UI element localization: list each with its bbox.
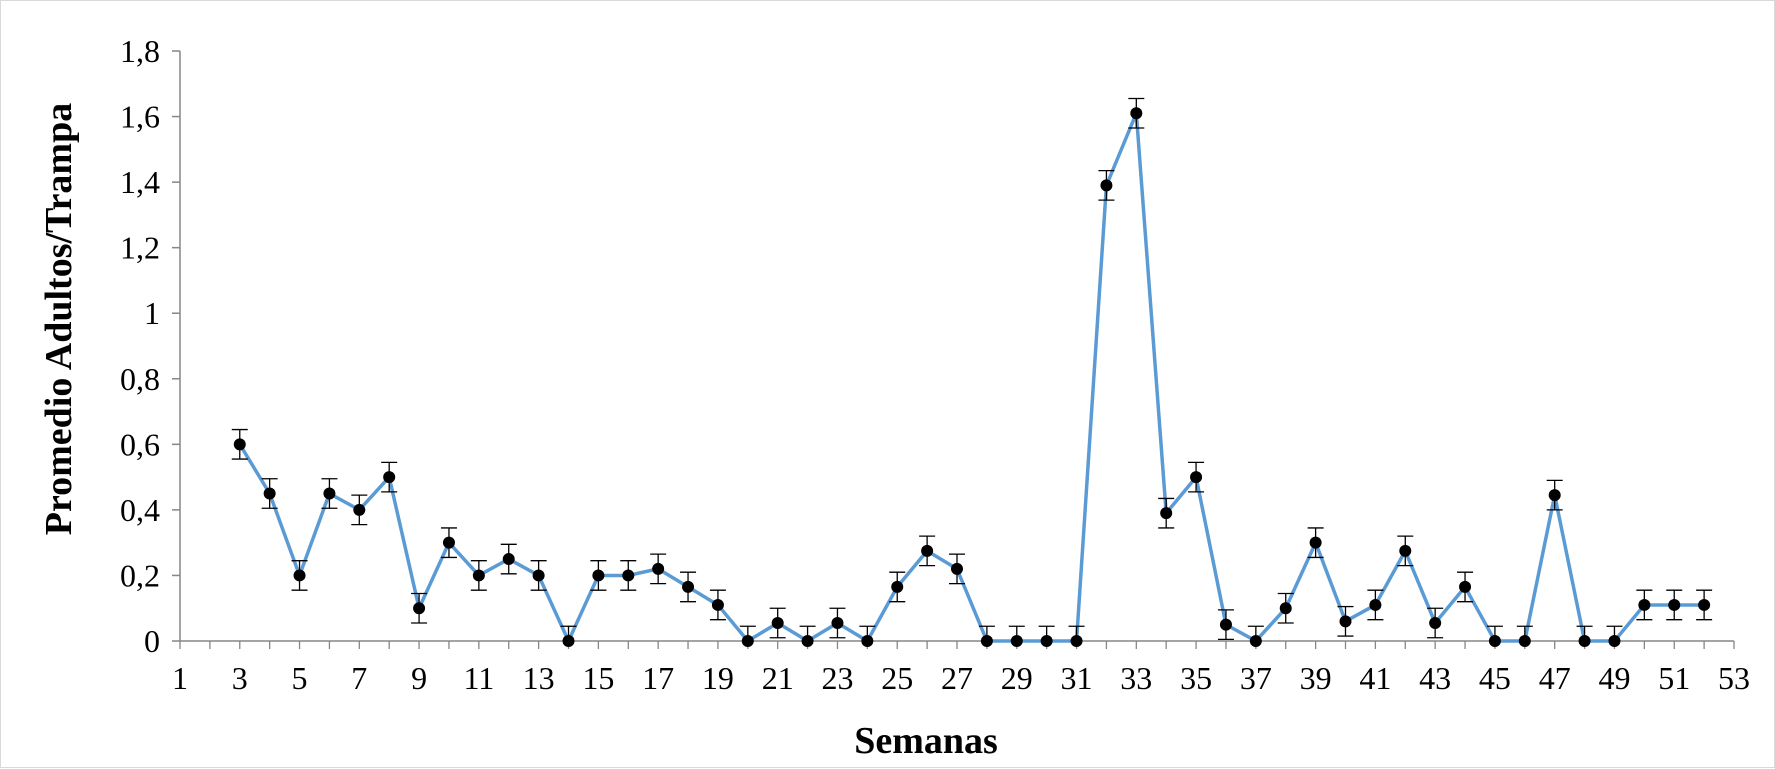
data-point	[293, 569, 306, 582]
data-point	[1488, 635, 1501, 647]
data-point	[1219, 618, 1232, 631]
data-point	[1279, 602, 1292, 615]
data-point	[1518, 635, 1531, 647]
x-tick-label: 13	[523, 660, 555, 696]
x-tick-label: 45	[1479, 660, 1511, 696]
data-point	[1668, 598, 1681, 611]
data-point	[472, 569, 485, 582]
x-tick-label: 5	[292, 660, 308, 696]
data-point	[1160, 507, 1173, 520]
x-tick-label: 31	[1061, 660, 1093, 696]
data-point	[1040, 635, 1053, 647]
x-tick-label: 19	[702, 660, 734, 696]
data-point	[323, 487, 336, 500]
x-tick-label: 23	[821, 660, 853, 696]
x-tick-label: 17	[642, 660, 674, 696]
y-tick-label: 0,8	[120, 361, 160, 397]
x-tick-label: 15	[582, 660, 614, 696]
x-axis-title: Semanas	[854, 720, 998, 762]
x-tick-label: 9	[411, 660, 427, 696]
data-point	[801, 635, 814, 647]
data-point	[771, 616, 784, 629]
y-tick-label: 1,4	[120, 164, 160, 200]
data-point	[562, 635, 575, 647]
data-point	[1309, 536, 1322, 549]
x-tick-label: 43	[1419, 660, 1451, 696]
data-point	[383, 471, 396, 484]
data-point	[1578, 635, 1591, 647]
data-point	[921, 544, 934, 557]
data-point	[622, 569, 635, 582]
x-tick-label: 49	[1598, 660, 1630, 696]
x-axis: 1 3 5 7 9 11 13 15 17 19 21 23 25 27 29 31 33 35 37 39 41 43 4…	[172, 640, 1750, 696]
data-point	[1399, 544, 1412, 557]
data-point	[502, 553, 515, 566]
data-point	[592, 569, 605, 582]
y-tick-label: 0,4	[120, 492, 160, 528]
y-tick-label: 0,2	[120, 557, 160, 593]
data-point	[353, 503, 366, 516]
y-axis-title: Promedio Adultos/Trampa	[38, 103, 80, 535]
x-tick-label: 29	[1001, 660, 1033, 696]
data-point	[1100, 179, 1113, 192]
x-tick-label: 21	[762, 660, 794, 696]
x-tick-label: 1	[172, 660, 188, 696]
data-point	[682, 580, 695, 593]
data-point	[831, 616, 844, 629]
x-tick-label: 11	[463, 660, 494, 696]
data-point	[1698, 598, 1711, 611]
data-point	[980, 635, 993, 647]
x-tick-label: 37	[1240, 660, 1272, 696]
series-line	[238, 111, 1705, 643]
x-tick-label: 41	[1359, 660, 1391, 696]
x-tick-label: 35	[1180, 660, 1212, 696]
data-point	[233, 438, 246, 451]
x-tick-label: 51	[1658, 660, 1690, 696]
data-point	[1339, 615, 1352, 628]
data-point	[891, 580, 904, 593]
data-point	[263, 487, 276, 500]
data-point	[1010, 635, 1023, 647]
data-point	[1249, 635, 1262, 647]
y-tick-label: 1,6	[120, 99, 160, 135]
data-point	[1638, 598, 1651, 611]
data-point	[413, 602, 426, 615]
x-tick-label: 53	[1718, 660, 1750, 696]
data-point	[741, 635, 754, 647]
data-point	[1429, 616, 1442, 629]
data-point	[1070, 635, 1083, 647]
data-point	[1608, 635, 1621, 647]
series-layer	[231, 97, 1713, 647]
y-tick-label: 0,6	[120, 426, 160, 462]
x-tick-label: 27	[941, 660, 973, 696]
data-point	[532, 569, 545, 582]
data-point	[1130, 107, 1143, 120]
data-point	[1369, 598, 1382, 611]
y-tick-label: 1	[144, 295, 160, 331]
x-tick-label: 39	[1300, 660, 1332, 696]
data-point	[652, 562, 665, 575]
data-point	[442, 536, 455, 549]
data-point	[1548, 489, 1561, 502]
x-tick-label: 47	[1539, 660, 1571, 696]
x-tick-label: 33	[1120, 660, 1152, 696]
data-point	[861, 635, 874, 647]
data-point	[711, 598, 724, 611]
y-tick-label: 1,8	[120, 33, 160, 69]
x-tick-label: 3	[232, 660, 248, 696]
data-point	[1459, 580, 1472, 593]
y-tick-label: 1,2	[120, 230, 160, 266]
x-tick-label: 7	[351, 660, 367, 696]
data-point	[951, 562, 963, 575]
y-axis: 0 0,2 0,4 0,6 0,8 1 1,2 1,4 1,6 1,8	[120, 33, 181, 659]
y-tick-label: 0	[144, 623, 160, 659]
data-point	[1190, 471, 1203, 484]
x-tick-label: 25	[881, 660, 913, 696]
